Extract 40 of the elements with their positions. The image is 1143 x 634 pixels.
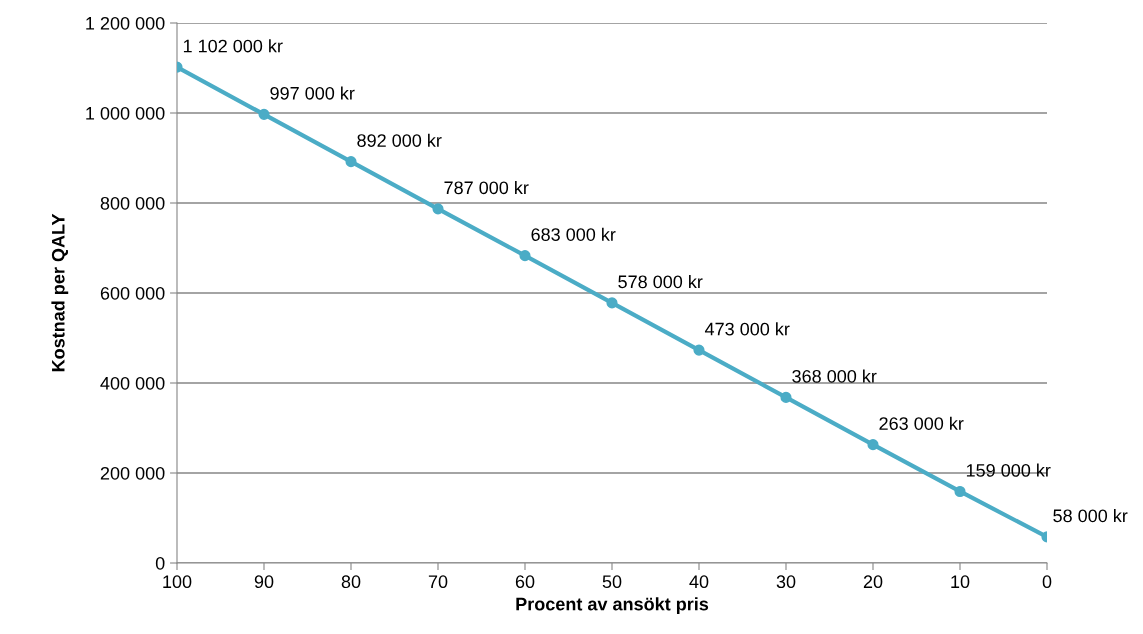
y-tick-label: 400 000	[100, 376, 165, 390]
x-axis-title: Procent av ansökt pris	[516, 597, 709, 615]
data-label: 787 000 kr	[444, 180, 529, 195]
data-label: 997 000 kr	[270, 86, 355, 100]
point	[954, 485, 966, 498]
data-label: 368 000 kr	[792, 369, 877, 383]
data-label: 473 000 kr	[704, 322, 790, 336]
data-label: 263 000 kr	[879, 416, 964, 430]
y-tick-label: 1 000 000	[86, 106, 165, 120]
y-axis-title: Kostnad per QALY	[51, 213, 69, 372]
x-tick-label: 0	[1042, 575, 1052, 589]
x-tick-label: 50	[602, 575, 622, 589]
y-tick-label: 200 000	[100, 466, 165, 480]
x-tick-label: 80	[341, 575, 361, 589]
data-label: 683 000 kr	[531, 227, 616, 241]
point	[867, 439, 879, 451]
y-tick-label: 600 000	[100, 286, 165, 300]
point	[519, 250, 531, 262]
x-tick-label: 100	[163, 575, 192, 589]
x-tick-label: 20	[863, 575, 883, 589]
data-label: 892 000 kr	[357, 133, 442, 147]
point	[258, 108, 270, 120]
y-tick-label: 0	[155, 556, 165, 570]
x-tick-label: 60	[515, 575, 535, 589]
point	[345, 156, 357, 168]
data-label: 578 000 kr	[618, 274, 703, 289]
point	[693, 344, 705, 356]
point	[432, 203, 444, 215]
x-tick-label: 10	[951, 575, 970, 589]
data-label: 159 000 kr	[966, 463, 1051, 477]
x-tick-label: 40	[689, 575, 709, 589]
x-tick-label: 70	[428, 575, 448, 589]
point	[606, 297, 618, 309]
data-label: 58 000 kr	[1053, 508, 1128, 523]
y-tick-label: 800 000	[100, 196, 165, 210]
data-label: 1 102 000 kr	[183, 39, 283, 53]
x-tick-label: 30	[776, 575, 796, 589]
x-tick-label: 90	[254, 575, 274, 589]
y-tick-label: 1 200 000	[86, 16, 165, 30]
point	[780, 391, 792, 403]
